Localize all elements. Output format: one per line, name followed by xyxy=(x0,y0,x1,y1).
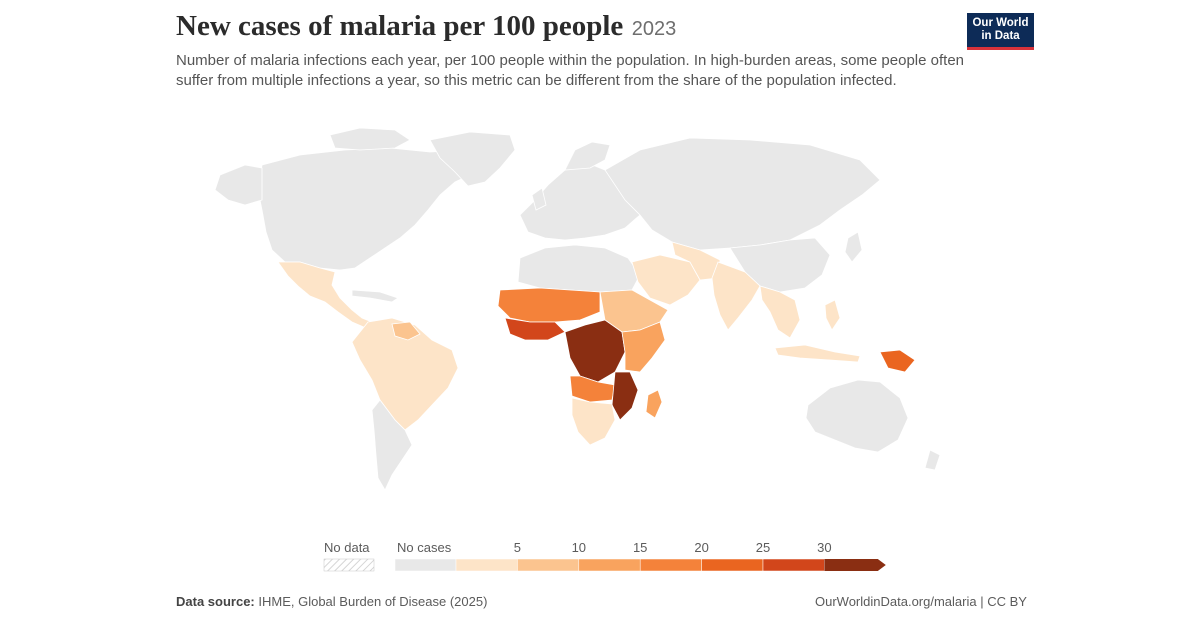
legend-no-data-label: No data xyxy=(324,540,370,555)
chart-title-row: New cases of malaria per 100 people 2023 xyxy=(176,10,676,43)
legend-ticks: 5 10 15 20 25 30 xyxy=(514,540,832,555)
region-uk[interactable] xyxy=(531,187,547,211)
region-north-africa[interactable] xyxy=(517,244,641,293)
region-angola-zambia[interactable] xyxy=(569,375,616,403)
map-land xyxy=(214,127,941,491)
region-philippines[interactable] xyxy=(824,299,841,331)
region-scandinavia[interactable] xyxy=(564,141,611,171)
region-guiana-shield[interactable] xyxy=(391,321,421,341)
source-url[interactable]: OurWorldinData.org/malaria | CC BY xyxy=(815,594,1027,609)
legend-no-cases-label: No cases xyxy=(397,540,452,555)
legend-bins xyxy=(455,558,886,572)
legend-bin-swatch[interactable] xyxy=(824,559,886,571)
region-iran-pakistan[interactable] xyxy=(671,241,721,281)
region-australia[interactable] xyxy=(805,379,909,453)
region-arctic-islands[interactable] xyxy=(329,127,411,151)
legend-tick-label: 30 xyxy=(817,540,831,555)
chart-subtitle: Number of malaria infections each year, … xyxy=(176,52,964,89)
owid-logo[interactable]: Our World in Data xyxy=(967,13,1034,50)
chart-year: 2023 xyxy=(631,18,677,40)
data-source-label: Data source: xyxy=(176,594,255,609)
legend-no-cases-swatch[interactable] xyxy=(394,558,457,572)
data-source-text: IHME, Global Burden of Disease (2025) xyxy=(258,594,488,609)
region-southern-africa[interactable] xyxy=(571,397,616,446)
legend-tick-label: 20 xyxy=(694,540,708,555)
legend-tick-label: 15 xyxy=(633,540,647,555)
legend-tick-label: 25 xyxy=(756,540,770,555)
legend-bin-swatch[interactable] xyxy=(762,558,825,572)
legend-bin-swatch[interactable] xyxy=(639,558,702,572)
logo-line-1: Our World xyxy=(972,17,1029,29)
region-indonesia[interactable] xyxy=(774,344,861,363)
region-papua-new-guinea[interactable] xyxy=(879,349,916,373)
region-mozambique[interactable] xyxy=(611,371,639,421)
region-middle-east[interactable] xyxy=(631,254,701,306)
region-north-america[interactable] xyxy=(257,147,481,271)
legend-tick-label: 10 xyxy=(572,540,586,555)
legend-bin-swatch[interactable] xyxy=(701,558,764,572)
region-greenland[interactable] xyxy=(429,131,516,187)
region-south-america-north[interactable] xyxy=(351,317,459,431)
region-japan[interactable] xyxy=(844,231,863,263)
region-caribbean[interactable] xyxy=(351,289,399,303)
region-sahel[interactable] xyxy=(497,287,601,323)
region-madagascar[interactable] xyxy=(645,389,663,419)
region-new-zealand[interactable] xyxy=(924,449,941,471)
chart-title: New cases of malaria per 100 people xyxy=(176,10,624,42)
region-alaska[interactable] xyxy=(214,164,263,206)
legend-bin-swatch[interactable] xyxy=(455,558,518,572)
map-legend: No data No cases 5 10 15 20 25 30 xyxy=(323,540,886,572)
legend-no-data-swatch[interactable] xyxy=(323,558,375,572)
region-east-africa[interactable] xyxy=(621,321,666,373)
logo-line-2: in Data xyxy=(981,30,1020,42)
region-central-africa[interactable] xyxy=(564,319,626,383)
legend-bin-swatch[interactable] xyxy=(517,558,580,572)
legend-bin-swatch[interactable] xyxy=(578,558,641,572)
data-source: Data source: IHME, Global Burden of Dise… xyxy=(176,594,487,609)
legend-tick-label: 5 xyxy=(514,540,521,555)
world-map xyxy=(214,127,941,491)
region-southeast-asia[interactable] xyxy=(759,285,801,339)
region-india[interactable] xyxy=(711,261,761,331)
region-west-africa-coast[interactable] xyxy=(504,317,566,341)
region-south-america-south[interactable] xyxy=(371,399,413,491)
region-russia-central-asia[interactable] xyxy=(604,137,881,251)
